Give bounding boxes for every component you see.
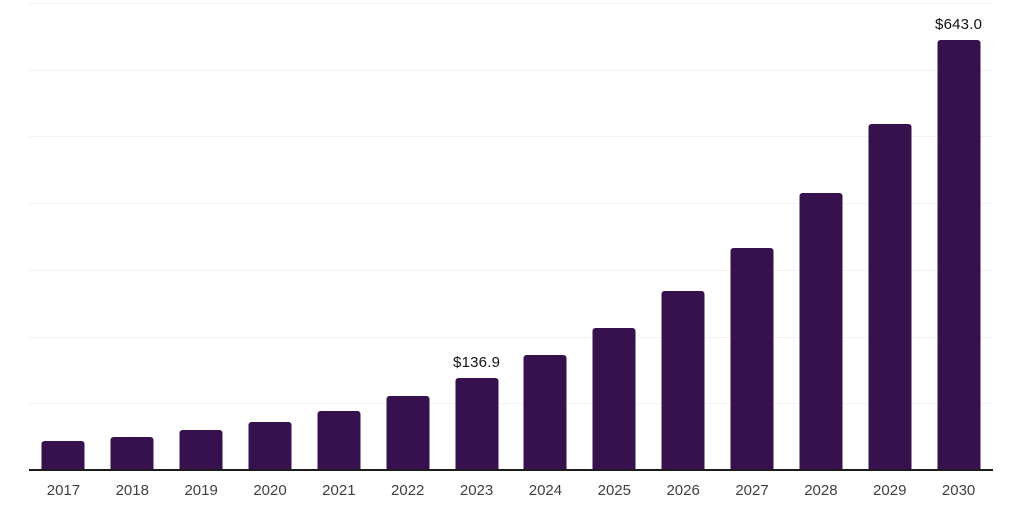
x-tick-2030: 2030 [941,482,976,499]
bar-2019 [179,429,223,469]
gridline-100 [29,403,993,405]
bar-column-2025 [580,0,649,469]
x-axis-line [29,469,993,471]
bar-2026 [661,290,705,469]
x-tick-2026: 2026 [666,482,700,499]
x-tick-2020: 2020 [253,482,287,499]
bar-column-2024 [511,0,580,469]
bar-2020 [248,422,292,469]
bar-2029 [868,124,912,469]
x-axis-tick-labels: 2017 2018 2019 2020 2021 2022 2023 2024 2025 2026… [29,482,993,499]
value-label-2023: $136.9 [453,353,501,371]
bar-2018 [110,436,154,469]
bar-2021 [317,410,361,469]
x-tick-2028: 2028 [804,482,838,499]
bar-column-2017 [29,0,98,469]
gridline-300 [29,269,993,271]
x-tick-2027: 2027 [735,482,769,499]
bar-2027 [730,248,774,469]
x-tick-2019: 2019 [184,482,218,499]
bar-column-2026 [649,0,718,469]
bar-column-2029 [855,0,924,469]
gridline-400 [29,203,993,205]
x-tick-2021: 2021 [322,482,356,499]
bar-column-2030: $643.0 [924,0,993,469]
bar-column-2027 [718,0,787,469]
gridline-500 [29,136,993,138]
bar-column-2018 [98,0,167,469]
bar-column-2019 [167,0,236,469]
bar-2024 [523,354,567,469]
bar-column-2028 [786,0,855,469]
bar-2023 [455,377,499,469]
x-tick-2023: 2023 [459,482,494,499]
x-tick-2022: 2022 [391,482,425,499]
bar-2030 [937,40,981,469]
bar-column-2021 [304,0,373,469]
x-tick-2024: 2024 [528,482,563,499]
bar-column-2023: $136.9 [442,0,511,469]
bar-2025 [592,328,636,469]
gridline-200 [29,336,993,338]
bar-column-2022 [373,0,442,469]
x-tick-2025: 2025 [597,482,631,499]
bar-2022 [386,395,430,469]
bar-column-2020 [236,0,305,469]
x-tick-2029: 2029 [873,482,907,499]
x-tick-2018: 2018 [115,482,149,499]
gridline-700 [29,3,993,4]
x-tick-2017: 2017 [46,482,81,499]
bar-series: $136.9 $643.0 [29,0,993,469]
bar-2028 [799,193,843,469]
gridline-600 [29,69,993,71]
value-label-2030: $643.0 [935,16,983,34]
bar-2017 [41,441,85,469]
